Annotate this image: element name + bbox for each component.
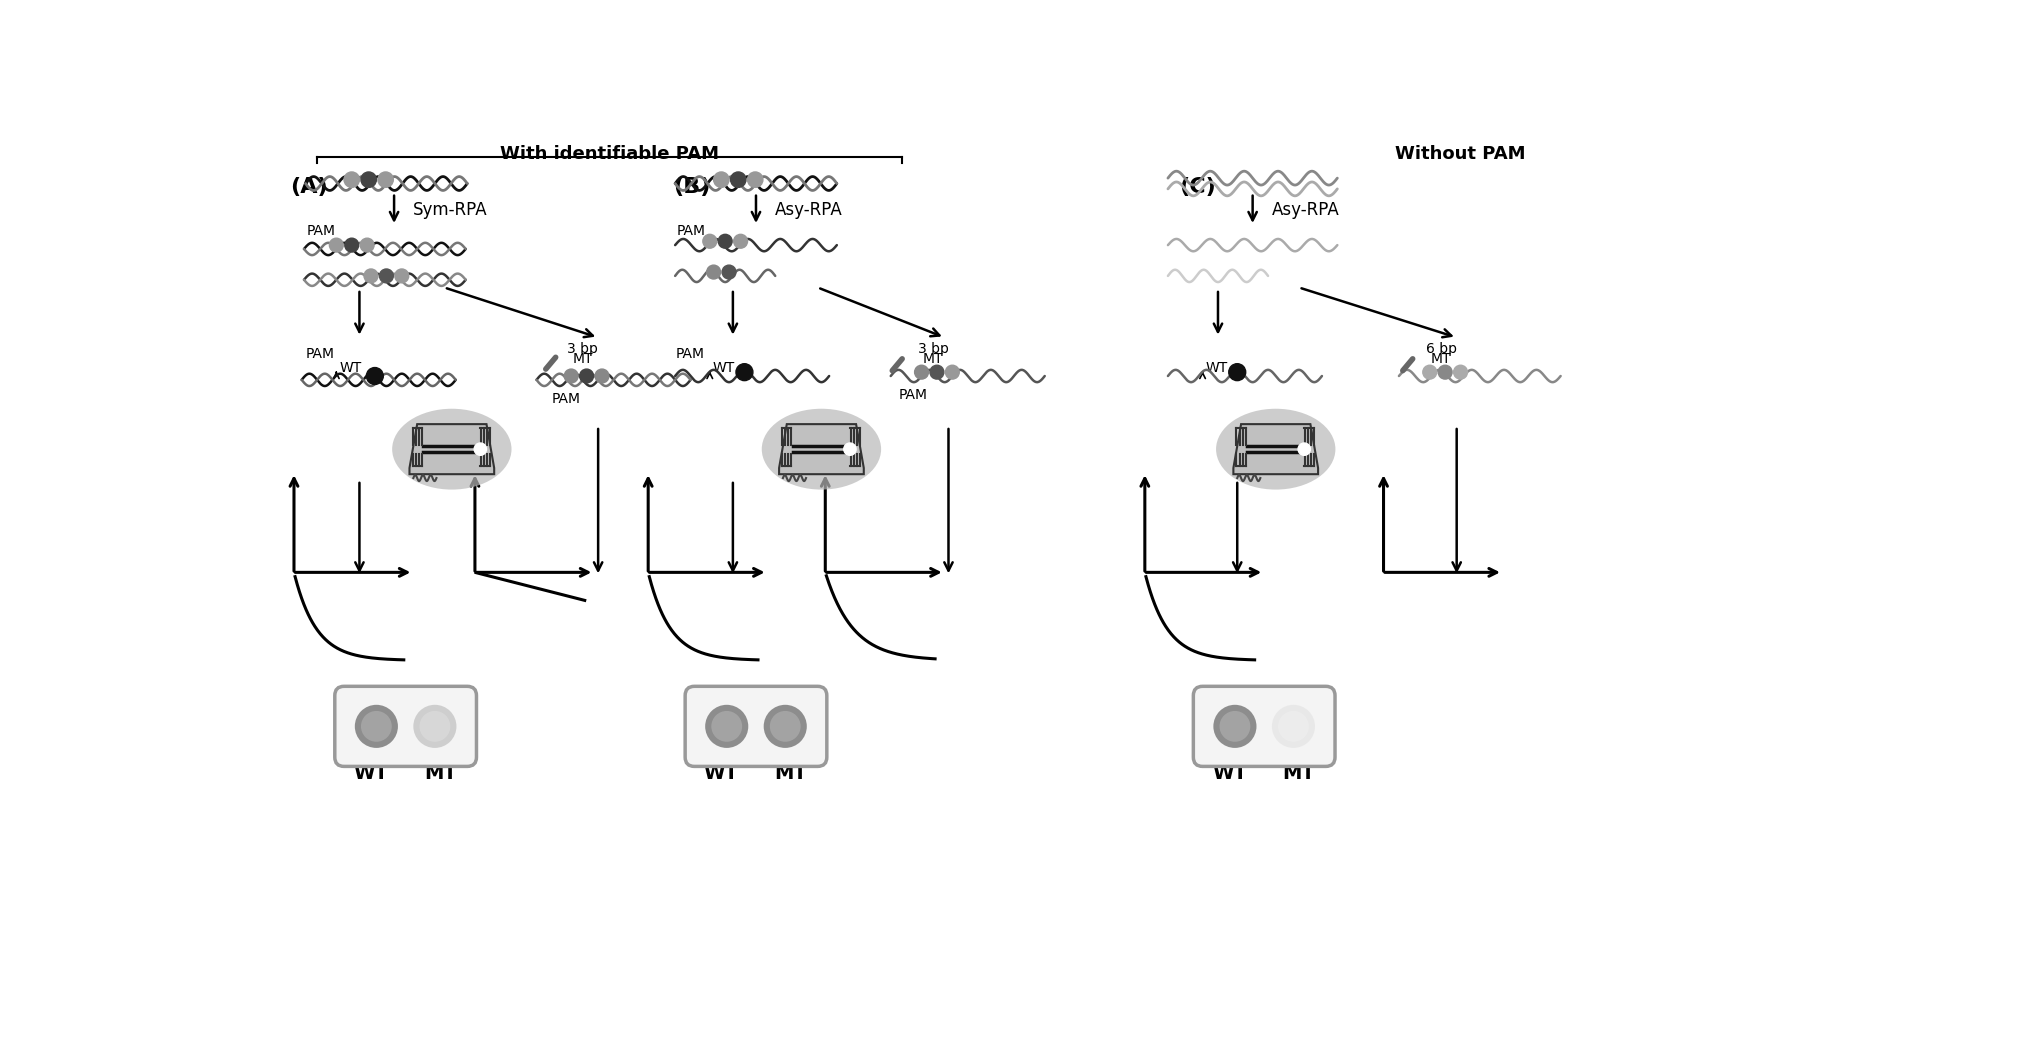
- FancyBboxPatch shape: [1194, 686, 1334, 766]
- Ellipse shape: [419, 711, 450, 742]
- Text: MT: MT: [572, 352, 594, 366]
- Circle shape: [330, 238, 344, 252]
- Circle shape: [380, 269, 393, 283]
- Text: WT: WT: [704, 764, 738, 783]
- Text: PAM: PAM: [551, 392, 582, 407]
- Text: (A): (A): [291, 177, 327, 197]
- Circle shape: [360, 172, 376, 188]
- Text: MT: MT: [1432, 352, 1452, 366]
- Text: MT: MT: [423, 764, 458, 783]
- Text: (B): (B): [673, 177, 712, 197]
- Text: WT: WT: [354, 764, 388, 783]
- Polygon shape: [779, 424, 864, 474]
- Text: PAM: PAM: [677, 224, 706, 238]
- Circle shape: [1438, 366, 1452, 379]
- Ellipse shape: [360, 711, 393, 742]
- Circle shape: [580, 369, 594, 383]
- Text: 6 bp: 6 bp: [1426, 342, 1456, 356]
- Circle shape: [734, 235, 749, 248]
- Circle shape: [364, 269, 378, 283]
- Text: 3 bp: 3 bp: [917, 342, 948, 356]
- Circle shape: [1454, 366, 1467, 379]
- Text: WT: WT: [1212, 764, 1247, 783]
- Circle shape: [722, 265, 736, 279]
- Circle shape: [344, 172, 360, 188]
- Circle shape: [346, 238, 358, 252]
- Circle shape: [749, 172, 763, 188]
- Ellipse shape: [393, 409, 511, 489]
- Circle shape: [1298, 443, 1310, 455]
- Circle shape: [563, 369, 578, 383]
- Ellipse shape: [1271, 705, 1316, 748]
- Circle shape: [736, 364, 753, 380]
- Text: With identifiable PAM: With identifiable PAM: [500, 145, 720, 163]
- Text: PAM: PAM: [305, 347, 334, 362]
- Circle shape: [596, 369, 608, 383]
- Ellipse shape: [354, 705, 399, 748]
- Text: MT: MT: [775, 764, 807, 783]
- FancyBboxPatch shape: [685, 686, 828, 766]
- Text: MT: MT: [1283, 764, 1316, 783]
- Text: Asy-RPA: Asy-RPA: [1271, 201, 1340, 219]
- Text: 3 bp: 3 bp: [567, 342, 598, 356]
- Polygon shape: [409, 424, 494, 474]
- Circle shape: [474, 443, 486, 455]
- Text: PAM: PAM: [899, 388, 928, 401]
- Circle shape: [930, 366, 944, 379]
- Ellipse shape: [1216, 409, 1336, 489]
- Text: WT: WT: [340, 362, 362, 375]
- Circle shape: [946, 366, 960, 379]
- Circle shape: [706, 265, 720, 279]
- Circle shape: [915, 366, 928, 379]
- Ellipse shape: [706, 705, 749, 748]
- Ellipse shape: [1277, 711, 1308, 742]
- Circle shape: [360, 238, 374, 252]
- Ellipse shape: [769, 711, 801, 742]
- Text: Without PAM: Without PAM: [1395, 145, 1526, 163]
- Text: (C): (C): [1180, 177, 1216, 197]
- Ellipse shape: [763, 705, 807, 748]
- Circle shape: [1229, 364, 1245, 380]
- Circle shape: [730, 172, 746, 188]
- Ellipse shape: [763, 409, 881, 489]
- Ellipse shape: [1220, 711, 1251, 742]
- Circle shape: [844, 443, 856, 455]
- Ellipse shape: [712, 711, 742, 742]
- Circle shape: [704, 235, 716, 248]
- Polygon shape: [1233, 424, 1318, 474]
- Circle shape: [366, 368, 382, 385]
- Text: MT: MT: [923, 352, 944, 366]
- Ellipse shape: [413, 705, 456, 748]
- Text: Sym-RPA: Sym-RPA: [413, 201, 488, 219]
- Circle shape: [378, 172, 393, 188]
- Text: PAM: PAM: [307, 224, 336, 238]
- Ellipse shape: [1214, 705, 1257, 748]
- FancyBboxPatch shape: [336, 686, 476, 766]
- Text: WT: WT: [712, 362, 734, 375]
- Circle shape: [1424, 366, 1436, 379]
- Text: Asy-RPA: Asy-RPA: [775, 201, 842, 219]
- Text: PAM: PAM: [675, 347, 704, 362]
- Circle shape: [714, 172, 728, 188]
- Circle shape: [718, 235, 732, 248]
- Text: WT: WT: [1206, 362, 1229, 375]
- Circle shape: [395, 269, 409, 283]
